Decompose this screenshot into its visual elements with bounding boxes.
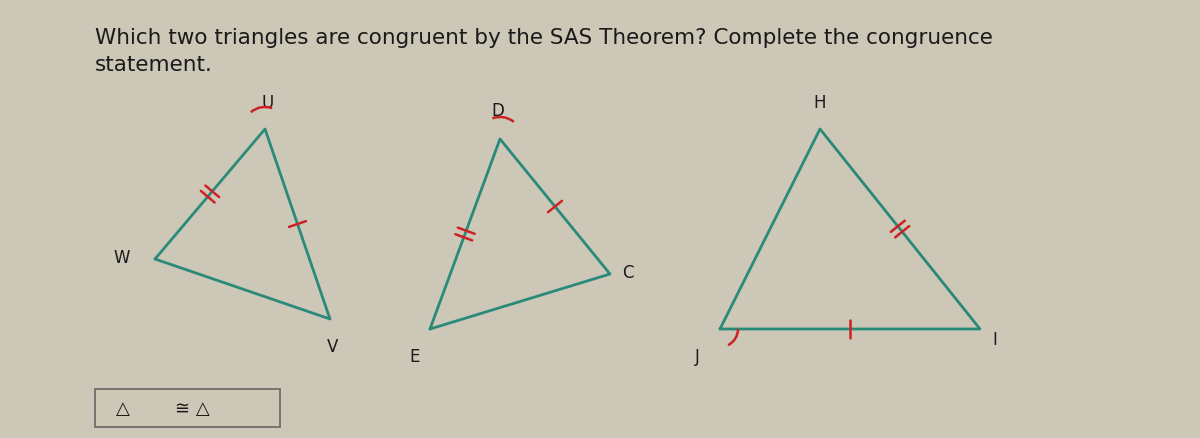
Text: ≅ △: ≅ △ — [175, 399, 210, 417]
Text: D: D — [492, 102, 504, 120]
Bar — [95, 389, 280, 427]
Text: △: △ — [116, 399, 130, 417]
Text: I: I — [992, 330, 997, 348]
Text: E: E — [410, 347, 420, 365]
Text: H: H — [814, 94, 827, 112]
Text: C: C — [622, 263, 634, 281]
Text: J: J — [695, 347, 700, 365]
Text: W: W — [114, 248, 130, 266]
Text: U: U — [262, 94, 274, 112]
Text: statement.: statement. — [95, 55, 212, 75]
Text: Which two triangles are congruent by the SAS Theorem? Complete the congruence: Which two triangles are congruent by the… — [95, 28, 992, 48]
Text: V: V — [328, 337, 338, 355]
